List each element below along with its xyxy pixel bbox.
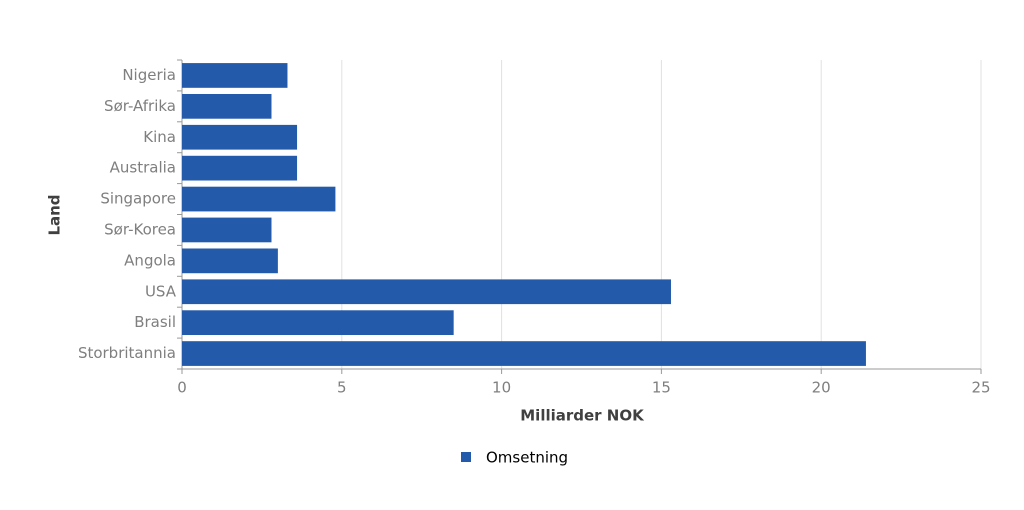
y-tick-label: Singapore (100, 190, 176, 208)
bar (182, 155, 298, 181)
x-tick-label: 10 (492, 379, 511, 397)
bar (182, 124, 298, 150)
bar (182, 186, 336, 212)
x-axis-title: Milliarder NOK (520, 407, 645, 425)
bar (182, 93, 272, 119)
bar (182, 217, 272, 243)
bar (182, 341, 866, 366)
legend-label: Omsetning (486, 449, 568, 467)
y-tick-label: Nigeria (122, 66, 176, 84)
y-tick-label: Sør-Afrika (104, 97, 176, 115)
bar (182, 63, 288, 88)
x-tick-label: 0 (177, 379, 187, 397)
y-axis-title: Land (46, 194, 64, 235)
x-tick-label: 20 (812, 379, 831, 397)
y-tick-label: Australia (110, 159, 176, 177)
bar (182, 248, 278, 274)
x-tick-label: 25 (971, 379, 990, 397)
y-tick-label: USA (145, 282, 177, 300)
legend-swatch (461, 452, 471, 462)
y-tick-label: Storbritannia (78, 344, 176, 362)
x-tick-label: 15 (652, 379, 671, 397)
bar (182, 310, 454, 336)
y-tick-label: Sør-Korea (104, 220, 176, 238)
y-tick-label: Kina (143, 128, 176, 146)
y-tick-label: Brasil (134, 313, 176, 331)
x-tick-label: 5 (337, 379, 347, 397)
bar (182, 279, 671, 305)
y-tick-label: Angola (124, 251, 176, 269)
